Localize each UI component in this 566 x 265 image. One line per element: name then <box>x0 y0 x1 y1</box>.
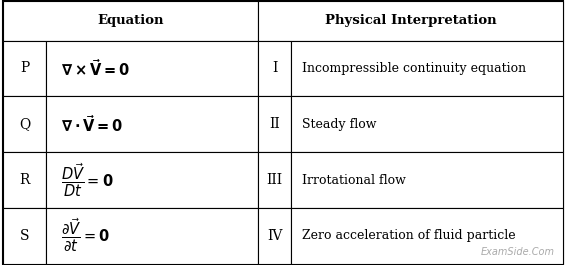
Bar <box>3 1 258 41</box>
Text: ExamSide.Com: ExamSide.Com <box>481 247 555 257</box>
Text: $\mathbf{\nabla \cdot \vec{V} = 0}$: $\mathbf{\nabla \cdot \vec{V} = 0}$ <box>61 114 123 135</box>
Text: $\dfrac{D\vec{V}}{Dt} = \mathbf{0}$: $\dfrac{D\vec{V}}{Dt} = \mathbf{0}$ <box>61 161 113 199</box>
Text: Incompressible continuity equation: Incompressible continuity equation <box>302 62 526 75</box>
Bar <box>258 41 291 96</box>
Text: Physical Interpretation: Physical Interpretation <box>324 14 496 28</box>
Text: I: I <box>272 61 277 76</box>
Text: $\dfrac{\partial\vec{V}}{\partial t} = \mathbf{0}$: $\dfrac{\partial\vec{V}}{\partial t} = \… <box>61 217 109 254</box>
Bar <box>3 152 46 208</box>
Text: II: II <box>269 117 280 131</box>
Bar <box>291 152 563 208</box>
Text: IV: IV <box>267 229 282 243</box>
Text: Zero acceleration of fluid particle: Zero acceleration of fluid particle <box>302 229 515 242</box>
Text: $\mathbf{\nabla \times \vec{V} = 0}$: $\mathbf{\nabla \times \vec{V} = 0}$ <box>61 58 130 79</box>
Bar <box>291 41 563 96</box>
Bar <box>258 152 291 208</box>
Text: S: S <box>20 229 29 243</box>
Text: R: R <box>19 173 30 187</box>
Bar <box>291 208 563 264</box>
Bar <box>258 208 291 264</box>
Text: P: P <box>20 61 29 76</box>
Bar <box>46 96 258 152</box>
Bar <box>46 152 258 208</box>
Bar <box>291 96 563 152</box>
Text: Irrotational flow: Irrotational flow <box>302 174 406 187</box>
Text: Steady flow: Steady flow <box>302 118 376 131</box>
Text: Q: Q <box>19 117 30 131</box>
Text: III: III <box>267 173 282 187</box>
Bar <box>3 208 46 264</box>
Bar <box>3 41 46 96</box>
Bar <box>46 208 258 264</box>
Bar <box>258 96 291 152</box>
Text: Equation: Equation <box>97 14 164 28</box>
Bar <box>46 41 258 96</box>
Bar <box>258 1 563 41</box>
Bar <box>3 96 46 152</box>
